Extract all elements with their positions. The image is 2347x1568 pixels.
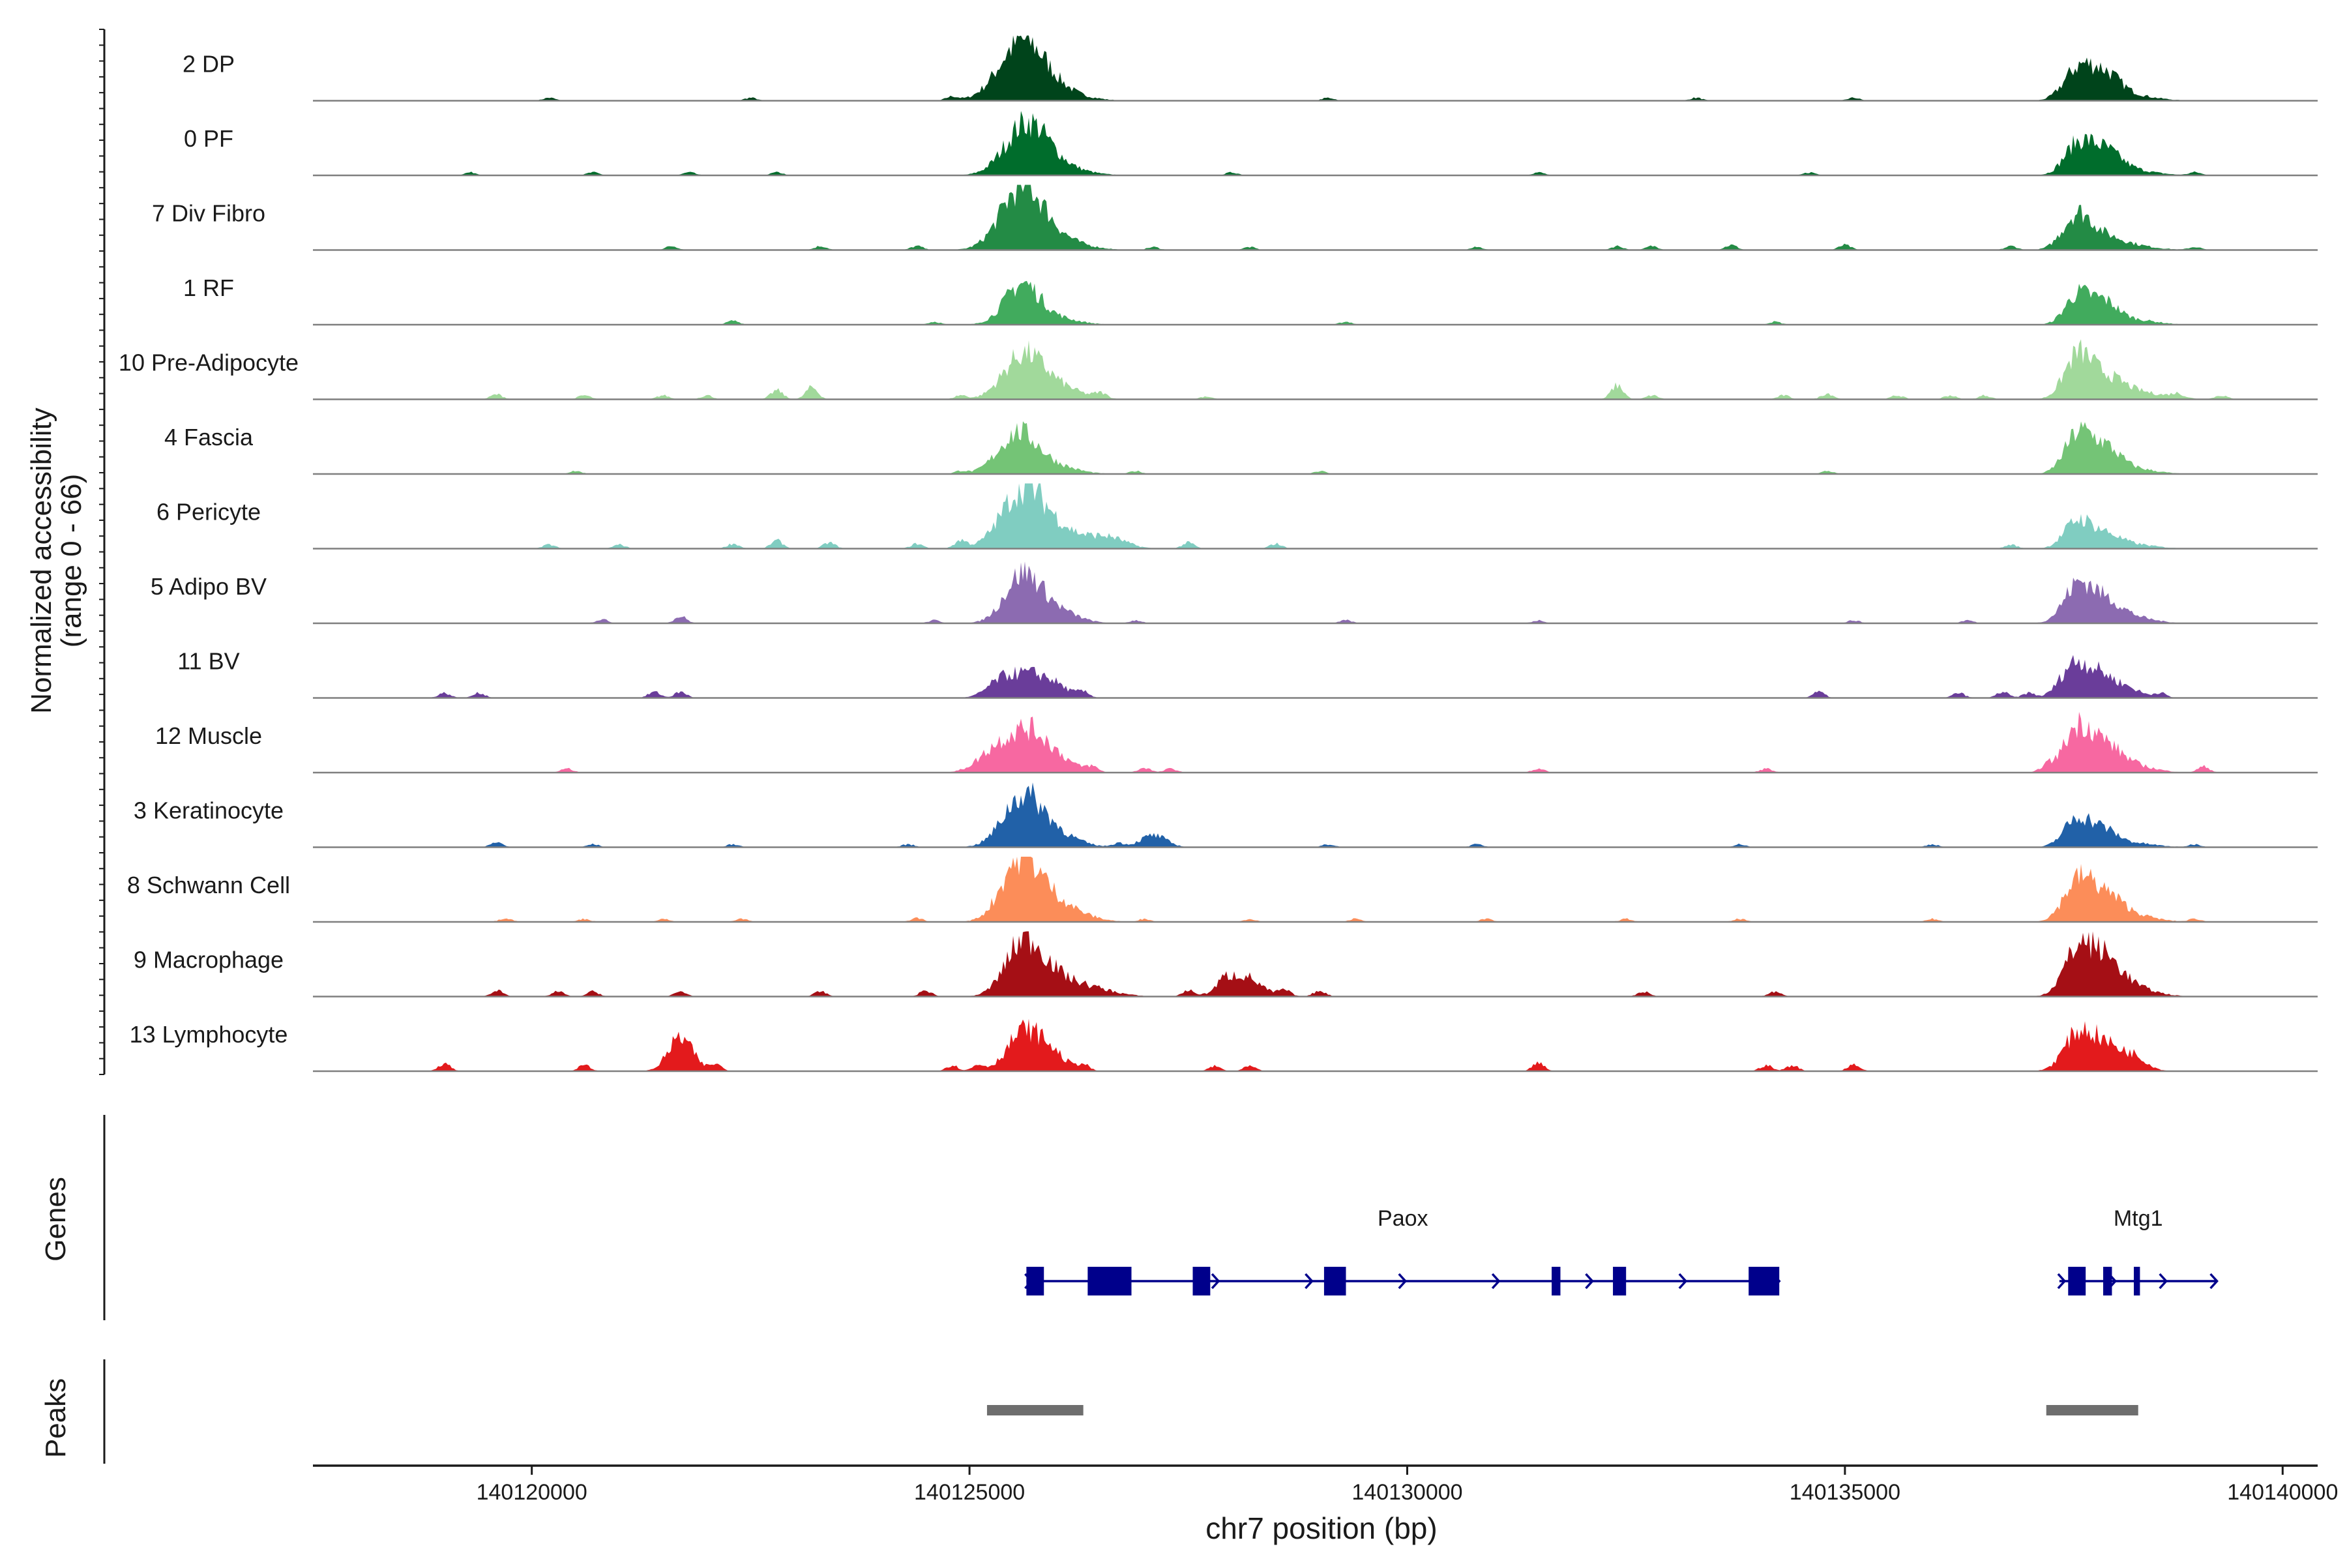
track-area	[313, 185, 2318, 250]
gene-exon	[1026, 1267, 1044, 1295]
gene-label: Mtg1	[2114, 1206, 2163, 1231]
track-label: 11 BV	[177, 648, 239, 675]
gene-exon	[2134, 1267, 2140, 1295]
peak-region	[986, 1405, 1084, 1415]
x-tick-label: 140135000	[1790, 1480, 1900, 1505]
track-area	[313, 857, 2318, 922]
track-label: 2 DP	[183, 51, 235, 78]
track-label: 5 Adipo BV	[151, 573, 267, 600]
track-area	[313, 421, 2318, 474]
x-axis-label: chr7 position (bp)	[1205, 1511, 1437, 1545]
y-axis-label: Normalized accessibility	[25, 407, 57, 713]
track-label: 10 Pre-Adipocyte	[119, 349, 299, 376]
strand-arrow	[1305, 1273, 1314, 1290]
gene-exon	[1323, 1267, 1346, 1295]
peaks-panel-label: Peaks	[40, 1378, 72, 1458]
track-area	[313, 111, 2318, 175]
strand-arrow	[2209, 1273, 2219, 1290]
x-tick-label: 140130000	[1351, 1480, 1462, 1505]
track-label: 9 Macrophage	[134, 947, 284, 973]
track-area	[313, 1018, 2318, 1071]
track-area	[313, 483, 2318, 549]
track-label: 3 Keratinocyte	[134, 797, 284, 824]
gene-exon	[1613, 1267, 1627, 1295]
gene-exon	[2103, 1267, 2112, 1295]
track-area	[313, 931, 2318, 997]
gene-exon	[1552, 1267, 1561, 1295]
gene-exon	[1192, 1267, 1211, 1295]
gene-exon	[1087, 1267, 1132, 1295]
track-label: 7 Div Fibro	[152, 200, 265, 227]
gene-exon	[2068, 1267, 2086, 1295]
track-label: 12 Muscle	[155, 722, 262, 749]
strand-arrow	[1211, 1273, 1220, 1290]
x-tick-label: 140120000	[477, 1480, 587, 1505]
strand-arrow	[1678, 1273, 1688, 1290]
track-label: 4 Fascia	[164, 424, 254, 451]
strand-arrow	[2057, 1273, 2067, 1290]
track-label: 1 RF	[183, 274, 234, 301]
track-label: 13 Lymphocyte	[130, 1021, 288, 1048]
track-area	[313, 655, 2318, 698]
strand-arrow	[1585, 1273, 1594, 1290]
track-area	[313, 280, 2318, 325]
gene-exon	[1749, 1267, 1780, 1295]
strand-arrow	[2159, 1273, 2168, 1290]
track-area	[313, 339, 2318, 400]
track-label: 6 Pericyte	[156, 499, 261, 525]
track-label: 0 PF	[184, 125, 233, 152]
peak-region	[2046, 1405, 2138, 1415]
y-axis-range-label: (range 0 - 66)	[55, 474, 87, 648]
track-area	[313, 782, 2318, 848]
strand-arrow	[1398, 1273, 1408, 1290]
gene-label: Paox	[1378, 1206, 1428, 1231]
x-tick-label: 140140000	[2227, 1480, 2338, 1505]
track-area	[313, 561, 2318, 623]
track-label: 8 Schwann Cell	[127, 872, 290, 898]
genes-panel-label: Genes	[40, 1177, 72, 1262]
track-area	[313, 711, 2318, 773]
track-area	[313, 35, 2318, 101]
strand-arrow	[1491, 1273, 1501, 1290]
x-tick-label: 140125000	[914, 1480, 1025, 1505]
